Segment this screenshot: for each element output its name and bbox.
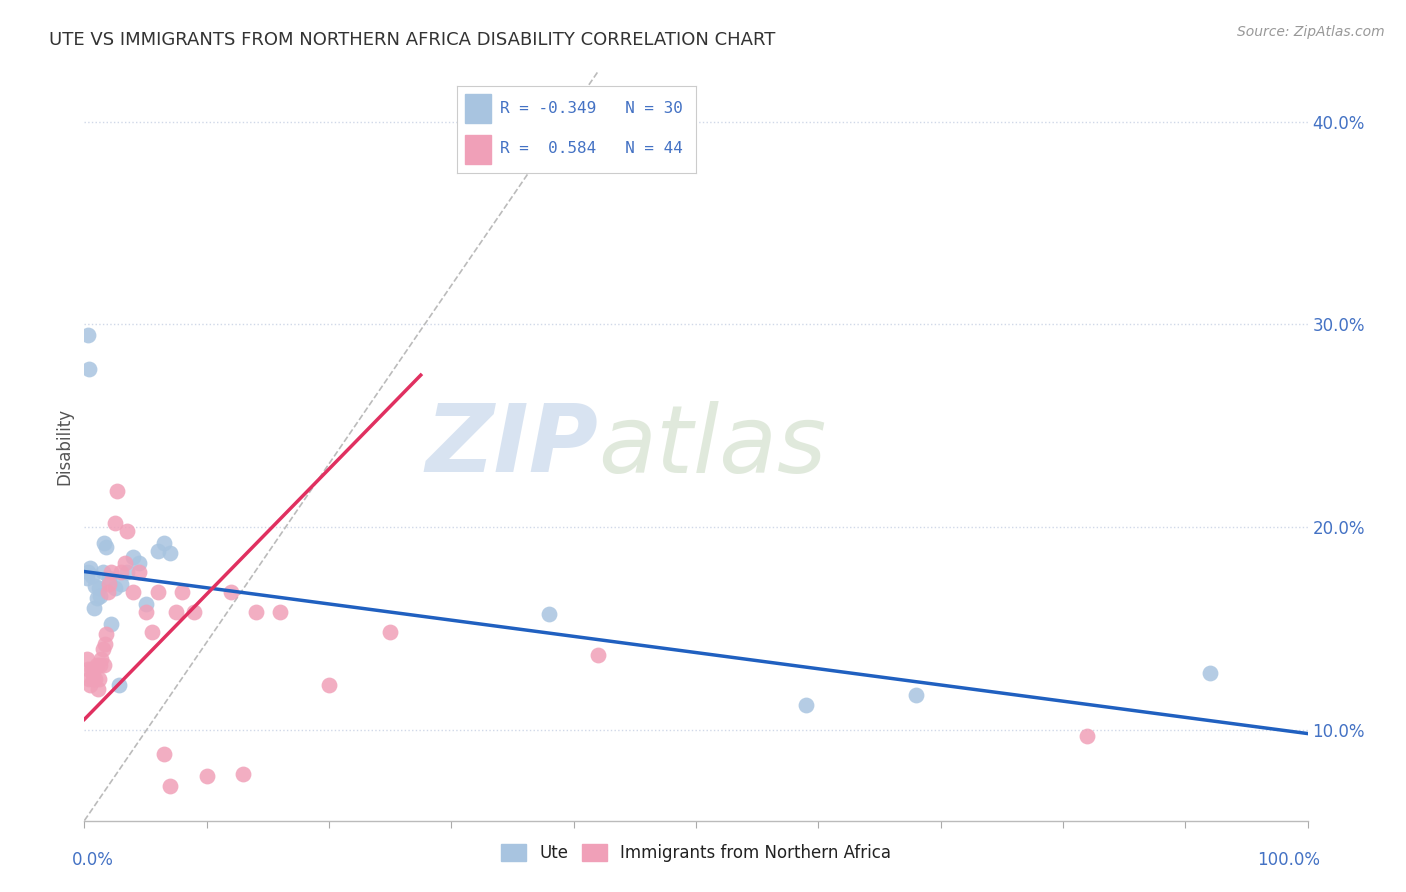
- Point: [105, 483, 128, 498]
- Point: [153, 747, 176, 761]
- Point: [135, 597, 157, 611]
- Point: [77, 672, 100, 686]
- Point: [76, 571, 98, 585]
- Text: UTE VS IMMIGRANTS FROM NORTHERN AFRICA DISABILITY CORRELATION CHART: UTE VS IMMIGRANTS FROM NORTHERN AFRICA D…: [49, 31, 776, 49]
- Point: [80, 662, 103, 676]
- Point: [79, 560, 101, 574]
- Point: [84, 579, 107, 593]
- Point: [77, 565, 100, 579]
- Point: [232, 767, 254, 781]
- Text: Source: ZipAtlas.com: Source: ZipAtlas.com: [1237, 25, 1385, 39]
- Point: [318, 678, 340, 692]
- Point: [100, 565, 122, 579]
- Point: [159, 546, 181, 560]
- Point: [96, 627, 118, 641]
- Point: [146, 584, 169, 599]
- Point: [94, 637, 117, 651]
- Point: [183, 605, 205, 619]
- Legend: Ute, Immigrants from Northern Africa: Ute, Immigrants from Northern Africa: [495, 837, 897, 869]
- Point: [77, 662, 100, 676]
- Point: [122, 584, 145, 599]
- Point: [114, 557, 136, 571]
- Point: [90, 651, 112, 665]
- Point: [586, 648, 609, 662]
- Point: [195, 769, 218, 783]
- Point: [77, 327, 100, 342]
- Point: [93, 657, 115, 672]
- Point: [128, 565, 150, 579]
- Point: [107, 678, 129, 692]
- Point: [115, 524, 138, 538]
- Point: [380, 625, 402, 640]
- Point: [146, 544, 169, 558]
- Point: [80, 568, 103, 582]
- Point: [93, 536, 115, 550]
- Point: [87, 681, 110, 696]
- Text: atlas: atlas: [598, 401, 827, 491]
- Point: [159, 779, 181, 793]
- Point: [83, 662, 105, 676]
- Point: [141, 625, 163, 640]
- Point: [89, 657, 111, 672]
- Y-axis label: Disability: Disability: [55, 408, 73, 484]
- Point: [96, 541, 118, 555]
- Point: [135, 605, 157, 619]
- Point: [76, 651, 98, 665]
- Point: [91, 641, 114, 656]
- Point: [165, 605, 187, 619]
- Point: [905, 688, 928, 702]
- Point: [97, 571, 120, 585]
- Point: [100, 617, 122, 632]
- Point: [269, 605, 291, 619]
- Point: [128, 557, 150, 571]
- Point: [153, 536, 176, 550]
- Text: 100.0%: 100.0%: [1257, 851, 1320, 869]
- Point: [122, 550, 145, 565]
- Point: [84, 672, 107, 686]
- Point: [97, 584, 120, 599]
- Point: [104, 516, 127, 530]
- Point: [86, 657, 108, 672]
- Text: 0.0%: 0.0%: [72, 851, 114, 869]
- Point: [83, 601, 105, 615]
- Point: [115, 565, 138, 579]
- Point: [86, 591, 108, 605]
- Point: [794, 698, 817, 713]
- Point: [77, 362, 100, 376]
- Point: [97, 576, 120, 591]
- Point: [89, 589, 111, 603]
- Point: [245, 605, 267, 619]
- Point: [91, 565, 114, 579]
- Point: [1198, 665, 1220, 680]
- Point: [1076, 729, 1098, 743]
- Text: ZIP: ZIP: [425, 400, 598, 492]
- Point: [110, 565, 132, 579]
- Point: [538, 607, 561, 621]
- Point: [82, 672, 104, 686]
- Point: [87, 581, 110, 595]
- Point: [172, 584, 194, 599]
- Point: [110, 576, 132, 591]
- Point: [104, 581, 127, 595]
- Point: [87, 672, 110, 686]
- Point: [79, 678, 101, 692]
- Point: [219, 584, 242, 599]
